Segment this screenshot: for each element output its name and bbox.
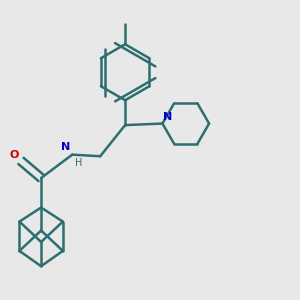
Text: N: N	[61, 142, 71, 152]
Text: O: O	[9, 150, 18, 160]
Text: N: N	[164, 112, 172, 122]
Text: H: H	[75, 158, 83, 168]
